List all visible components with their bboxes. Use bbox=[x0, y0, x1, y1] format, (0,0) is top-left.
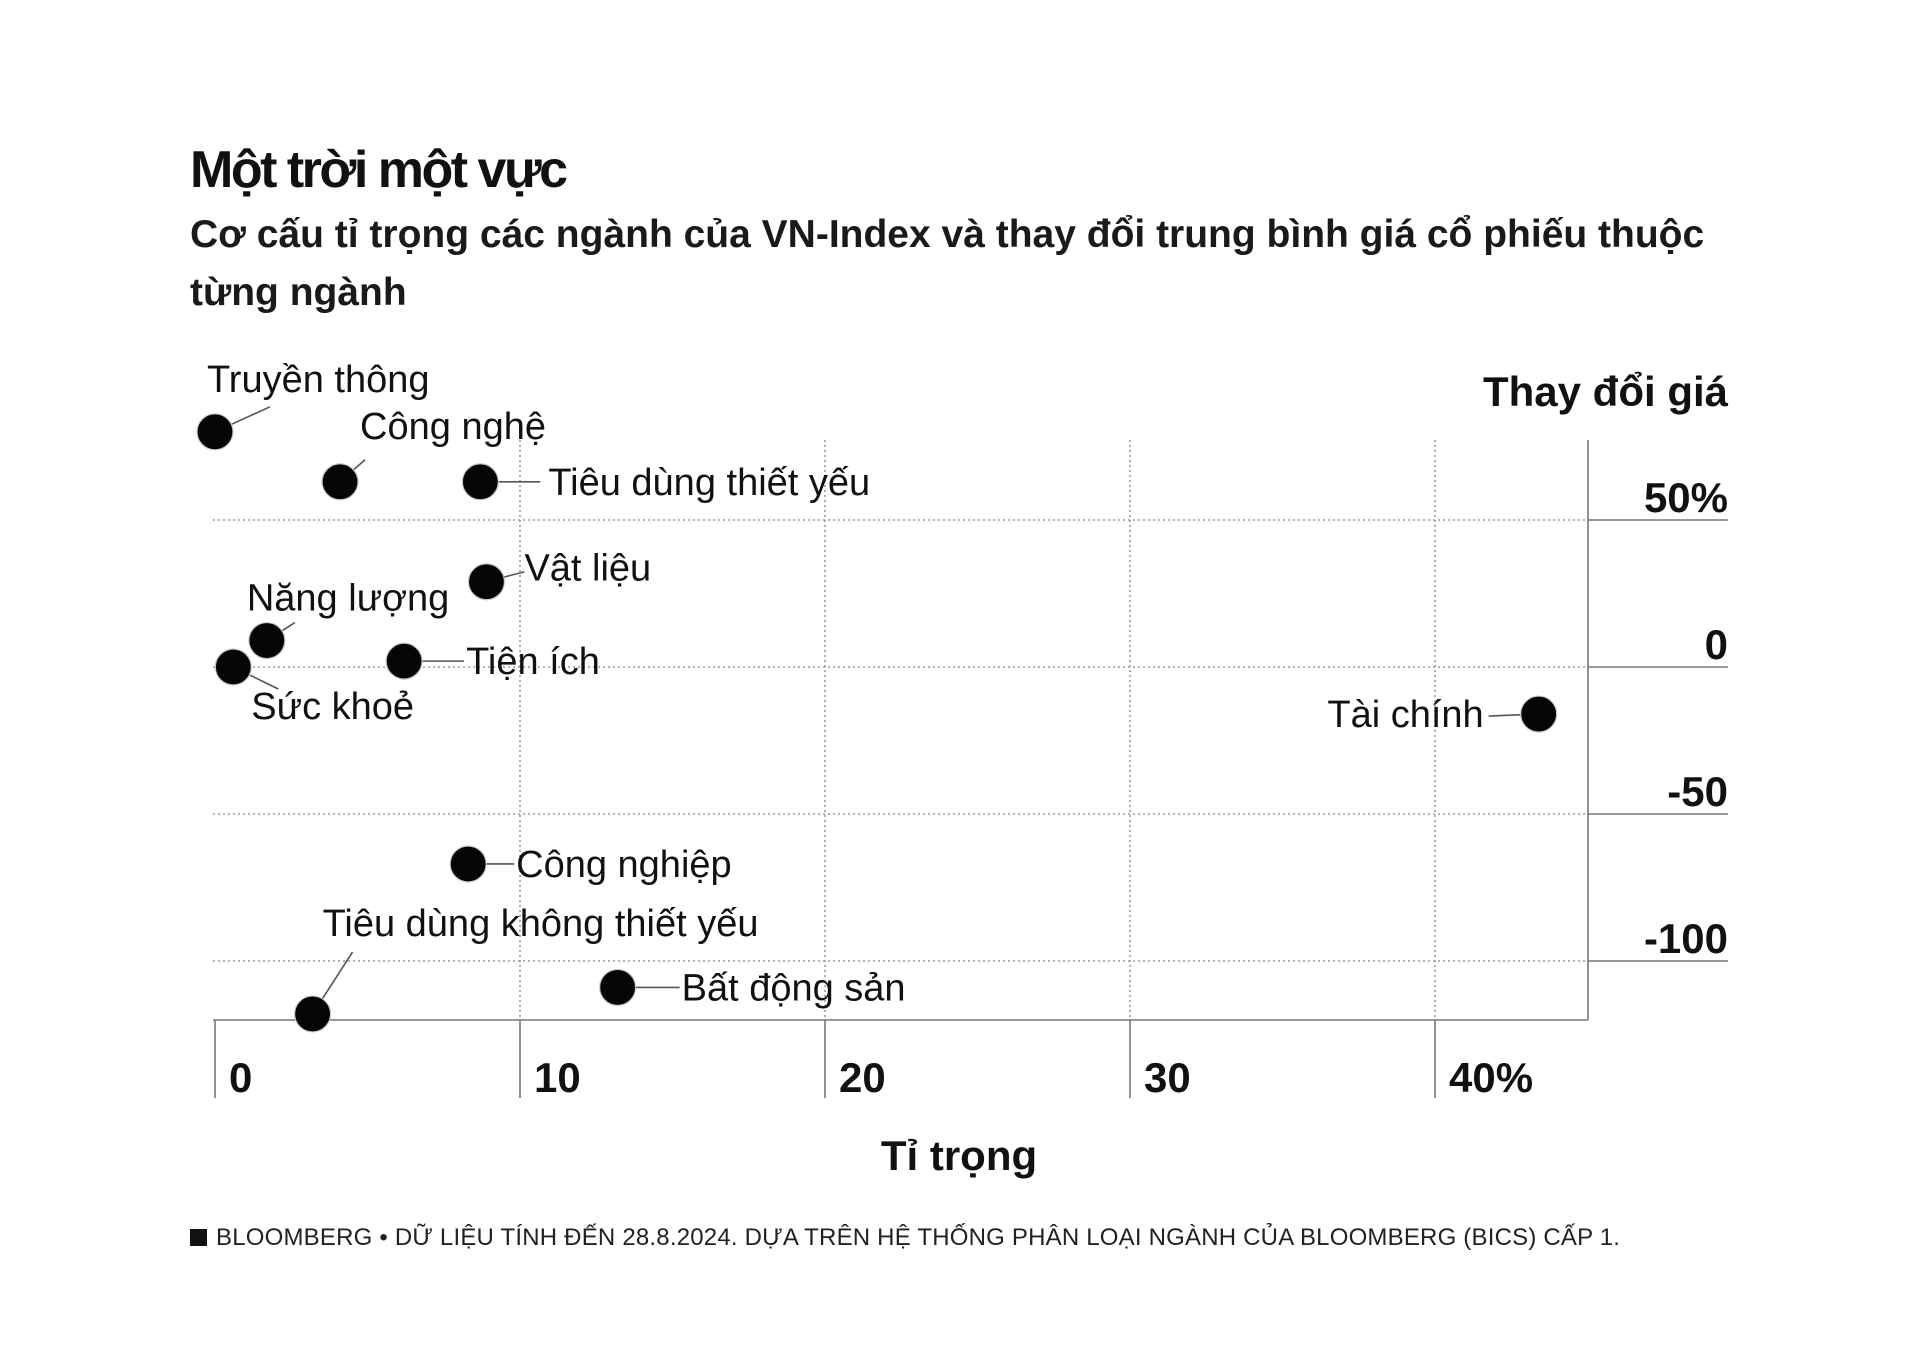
data-point bbox=[248, 621, 286, 660]
point-label: Tiêu dùng không thiết yếu bbox=[323, 903, 759, 945]
y-tick-label: 0 bbox=[1705, 621, 1728, 668]
point-label: Tiêu dùng thiết yếu bbox=[548, 462, 870, 504]
point-label: Sức khoẻ bbox=[251, 686, 414, 728]
source-square-icon bbox=[190, 1229, 207, 1246]
data-point bbox=[385, 642, 423, 680]
data-point bbox=[461, 463, 499, 501]
data-point bbox=[1520, 695, 1558, 733]
data-point bbox=[321, 463, 359, 501]
x-tick-label: 20 bbox=[839, 1054, 886, 1101]
chart-subtitle: Cơ cấu tỉ trọng các ngành của VN-Index v… bbox=[190, 213, 1705, 314]
point-label: Tài chính bbox=[1327, 694, 1483, 736]
point-label: Vật liệu bbox=[524, 548, 651, 590]
axes: 50% 0 -50 -100 0 10 20 30 40% bbox=[213, 440, 1728, 1101]
point-label: Truyền thông bbox=[207, 359, 430, 401]
data-point bbox=[449, 845, 487, 883]
point-label: Năng lượng bbox=[247, 578, 449, 620]
data-points bbox=[196, 413, 1558, 1033]
y-axis-title: Thay đổi giá bbox=[1483, 368, 1729, 415]
y-tick-label: -100 bbox=[1644, 915, 1728, 962]
x-tick-label: 40% bbox=[1449, 1054, 1533, 1101]
data-point bbox=[214, 648, 252, 686]
data-point bbox=[598, 968, 637, 1007]
point-label: Bất động sản bbox=[682, 967, 906, 1009]
x-axis-title: Tỉ trọng bbox=[881, 1132, 1037, 1179]
y-tick-label: -50 bbox=[1667, 768, 1728, 815]
data-point bbox=[196, 413, 234, 451]
source-note: BLOOMBERG • DỮ LIỆU TÍNH ĐẾN 28.8.2024. … bbox=[190, 1224, 1620, 1252]
source-text: BLOOMBERG • DỮ LIỆU TÍNH ĐẾN 28.8.2024. … bbox=[216, 1224, 1621, 1251]
y-tick-label: 50% bbox=[1644, 474, 1728, 521]
chart-title: Một trời một vực bbox=[190, 141, 568, 199]
x-tick-label: 0 bbox=[229, 1054, 252, 1101]
data-point bbox=[467, 563, 506, 601]
data-point bbox=[294, 995, 332, 1033]
x-tick-label: 10 bbox=[534, 1054, 581, 1101]
point-label: Công nghiệp bbox=[516, 844, 732, 886]
grid-lines bbox=[213, 440, 1728, 1098]
point-label: Công nghệ bbox=[360, 406, 546, 448]
x-tick-label: 30 bbox=[1144, 1054, 1191, 1101]
point-label: Tiện ích bbox=[466, 641, 600, 683]
